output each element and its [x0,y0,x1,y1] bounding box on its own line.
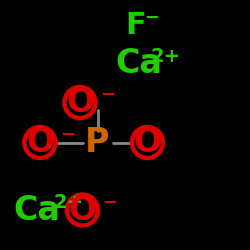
Text: Ca: Ca [14,194,61,226]
Text: −: − [60,126,75,144]
Text: O: O [66,86,94,119]
Text: −: − [144,8,159,26]
Text: F: F [125,10,146,40]
Text: O: O [26,126,54,159]
Text: P: P [85,126,110,159]
Text: Ca: Ca [115,47,162,80]
Text: 2+: 2+ [150,47,180,66]
Text: −: − [102,194,118,212]
Text: O: O [68,194,96,226]
Text: 2+: 2+ [54,193,84,212]
Text: −: − [100,86,115,104]
Text: O: O [134,126,162,159]
